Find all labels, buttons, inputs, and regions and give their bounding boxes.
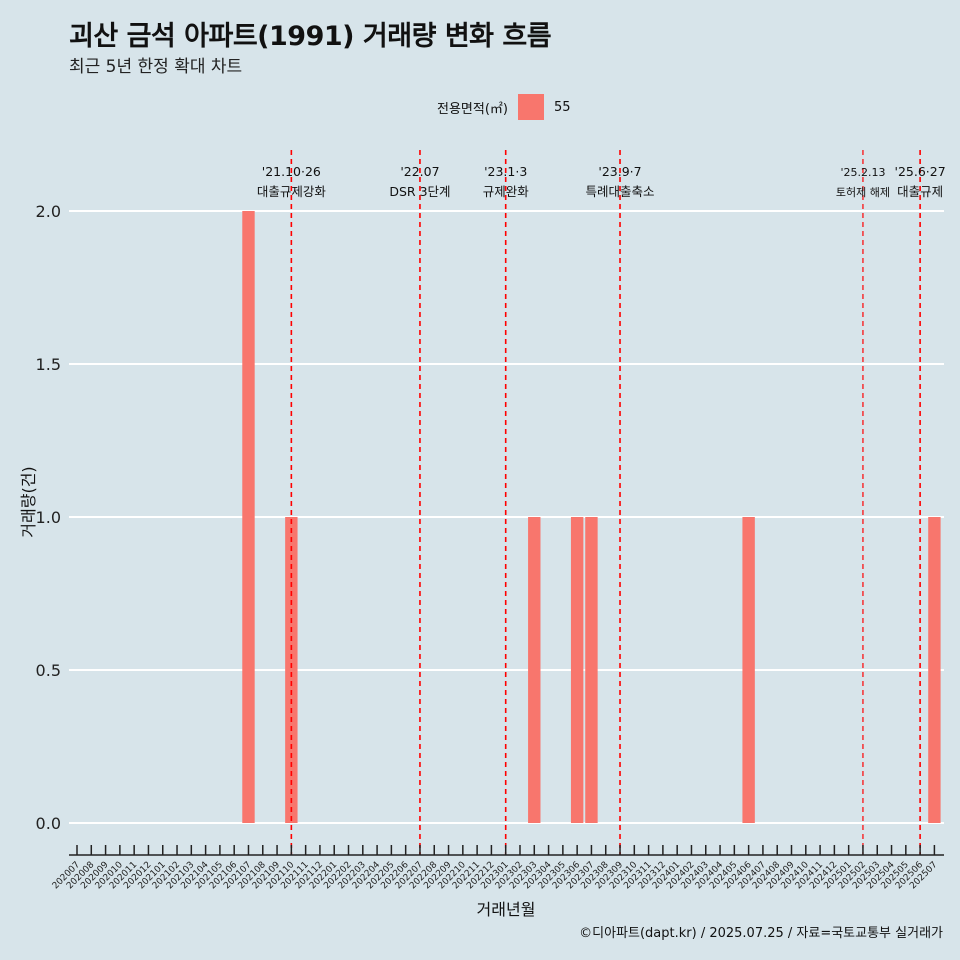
y-tick-label: 2.0 [36,202,61,221]
legend-title: 전용면적(㎡) [437,101,508,117]
source-caption: ©디아파트(dapt.kr) / 2025.07.25 / 자료=국토교통부 실… [579,926,943,941]
legend: 전용면적(㎡) 55 [437,93,571,121]
event-date-label: '25.6·27 [895,164,946,179]
event-date-label: '23.9·7 [598,164,641,179]
event-date-label: '21.10·26 [262,164,321,179]
event-name-label: DSR 3단계 [389,184,450,199]
y-tick-label: 1.0 [36,508,61,527]
legend-label-55: 55 [553,99,571,115]
event-date-label: '22.07 [400,164,439,179]
event-name-label: 규제완화 [483,184,530,199]
x-axis-title: 거래년월 [477,900,536,919]
y-tick-label: 0.5 [36,661,61,680]
y-tick-label: 0.0 [36,814,61,833]
y-axis-title: 거래량(건) [19,466,38,537]
event-date-label: '23.1·3 [484,164,527,179]
bar-202110 [285,517,298,823]
event-name-label: 특례대출축소 [586,184,655,199]
bar-202507 [928,517,941,823]
y-tick-label: 1.5 [36,355,61,374]
bar-202107 [242,211,255,823]
event-name-label: 대출규제강화 [257,184,327,199]
event-name-label: 대출규제 [897,184,943,199]
event-name-label: 토허제 해제 [836,185,890,199]
bar-202406 [742,517,755,823]
chart-subtitle: 최근 5년 한정 확대 차트 [69,57,243,77]
bar-202306 [570,517,584,823]
bar-202303 [528,517,541,823]
chart-title: 괴산 금석 아파트(1991) 거래량 변화 흐름 [69,21,552,52]
legend-swatch-55 [517,94,544,120]
event-date-label: '25.2.13 [840,166,885,179]
bar-202307 [585,517,598,823]
